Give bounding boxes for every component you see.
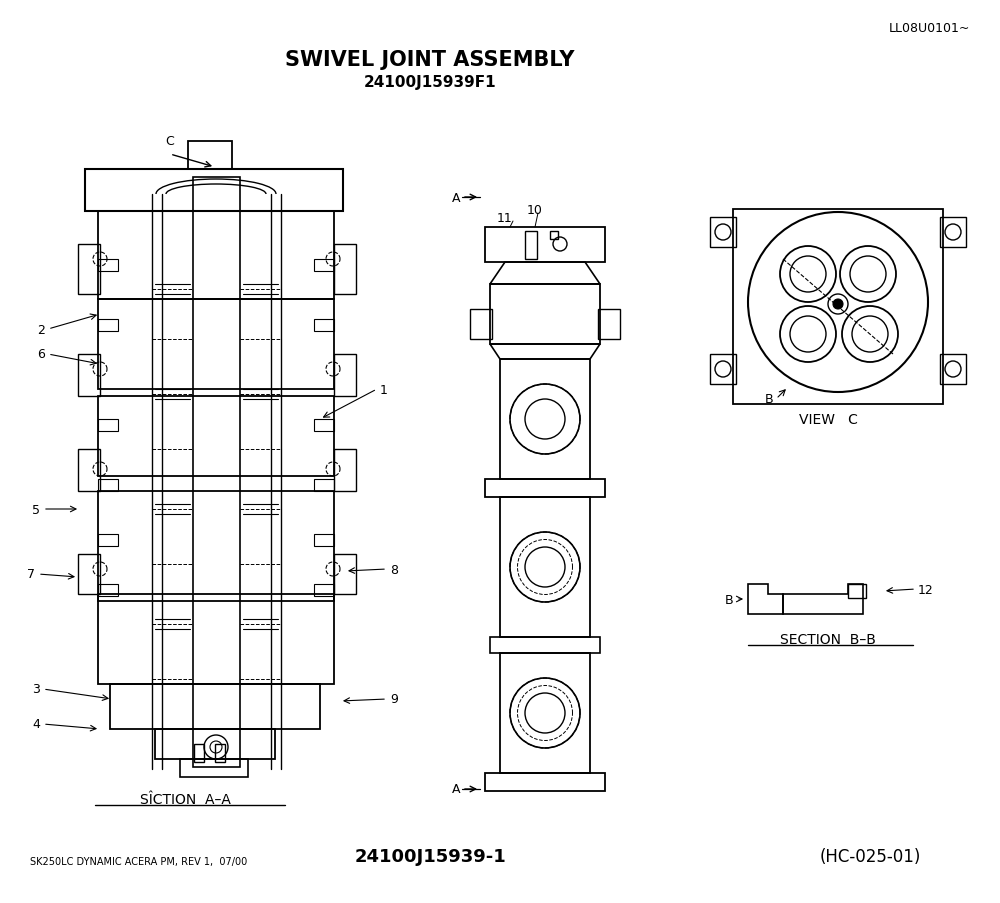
Bar — [500, 359, 590, 479]
Bar — [314, 420, 334, 432]
Bar — [940, 218, 966, 247]
Text: 8: 8 — [390, 563, 398, 576]
Bar — [550, 232, 558, 239]
Text: B: B — [764, 393, 773, 406]
Bar — [98, 584, 118, 596]
Text: SECTION  B–B: SECTION B–B — [780, 632, 876, 647]
Bar — [194, 744, 204, 762]
Text: 3: 3 — [32, 683, 40, 695]
Bar — [85, 170, 343, 212]
Bar — [188, 142, 232, 170]
Text: (HC-025-01): (HC-025-01) — [819, 847, 921, 865]
Bar — [98, 479, 118, 491]
Bar — [180, 759, 248, 777]
Bar — [314, 260, 334, 272]
Text: 2: 2 — [37, 323, 45, 336]
Bar — [848, 584, 866, 599]
Text: 24100J15939F1: 24100J15939F1 — [364, 74, 496, 89]
Bar — [314, 535, 334, 546]
Bar — [334, 355, 356, 396]
Text: LL08U0101~: LL08U0101~ — [889, 22, 970, 35]
Bar — [98, 535, 118, 546]
Bar — [500, 653, 590, 773]
Bar — [78, 355, 100, 396]
Bar — [78, 554, 100, 594]
Bar — [98, 420, 118, 432]
Bar — [334, 245, 356, 294]
Text: 7: 7 — [27, 568, 35, 581]
Text: A: A — [452, 783, 460, 796]
Bar — [500, 498, 590, 638]
Bar — [485, 228, 605, 263]
Bar — [78, 245, 100, 294]
Text: 12: 12 — [918, 582, 934, 596]
Bar — [470, 310, 492, 340]
Text: A: A — [452, 191, 460, 204]
Bar — [78, 450, 100, 491]
Text: 9: 9 — [390, 693, 398, 706]
Bar — [334, 450, 356, 491]
Bar — [710, 355, 736, 385]
Bar — [525, 232, 537, 260]
Bar — [490, 638, 600, 653]
Text: 10: 10 — [527, 203, 543, 216]
Bar — [598, 310, 620, 340]
Text: 6: 6 — [37, 349, 45, 361]
Bar — [98, 320, 118, 331]
Circle shape — [833, 300, 843, 310]
Bar — [98, 396, 334, 477]
Bar — [334, 554, 356, 594]
Bar — [485, 773, 605, 791]
Text: VIEW   C: VIEW C — [799, 413, 857, 426]
Bar — [155, 730, 275, 759]
Bar — [215, 744, 225, 762]
Bar — [314, 584, 334, 596]
Bar — [98, 212, 334, 300]
Bar — [485, 479, 605, 498]
Text: SÎCTION  A–A: SÎCTION A–A — [140, 792, 230, 806]
Text: 24100J15939-1: 24100J15939-1 — [354, 847, 506, 865]
Text: B: B — [724, 593, 733, 606]
Bar — [733, 209, 943, 405]
Text: C: C — [166, 135, 174, 148]
Text: 5: 5 — [32, 503, 40, 516]
Bar — [193, 178, 240, 768]
Bar — [314, 320, 334, 331]
Text: SK250LC DYNAMIC ACERA PM, REV 1,  07/00: SK250LC DYNAMIC ACERA PM, REV 1, 07/00 — [30, 856, 247, 866]
Bar — [490, 284, 600, 345]
Bar — [110, 684, 320, 730]
Text: 4: 4 — [32, 718, 40, 731]
Text: 1: 1 — [380, 383, 388, 396]
Text: 11: 11 — [497, 211, 513, 224]
Bar — [940, 355, 966, 385]
Bar — [98, 260, 118, 272]
Bar — [98, 594, 334, 684]
Bar — [710, 218, 736, 247]
Bar — [314, 479, 334, 491]
Bar — [98, 300, 334, 389]
Bar — [98, 491, 334, 601]
Text: SWIVEL JOINT ASSEMBLY: SWIVEL JOINT ASSEMBLY — [285, 50, 575, 70]
